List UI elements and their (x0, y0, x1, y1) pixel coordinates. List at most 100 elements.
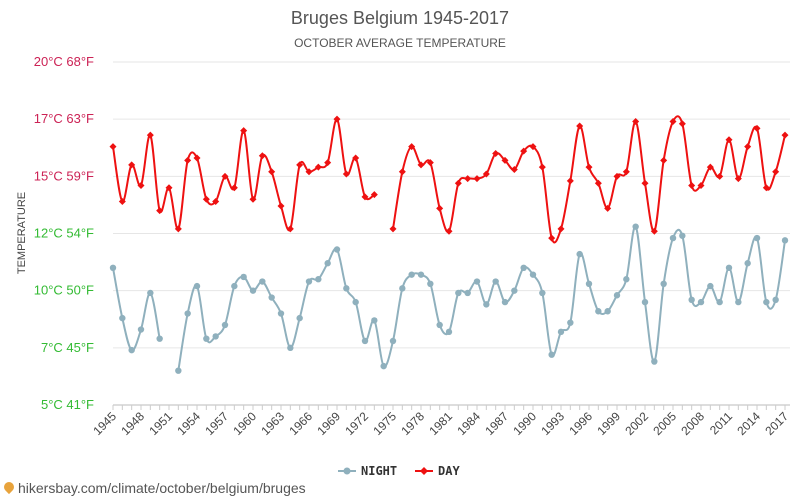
data-point (380, 362, 387, 370)
data-point (464, 175, 472, 183)
data-point (119, 314, 126, 322)
data-point (249, 195, 257, 203)
data-point (426, 159, 434, 167)
data-point (781, 131, 789, 139)
data-point (399, 285, 406, 292)
data-point (454, 179, 462, 187)
data-point (557, 225, 565, 233)
data-point (389, 337, 397, 345)
legend[interactable]: NIGHT DAY (338, 464, 460, 478)
data-point (772, 296, 779, 304)
data-point (128, 161, 136, 169)
data-point (641, 298, 649, 306)
data-point (212, 197, 220, 205)
x-tick-label: 1954 (174, 409, 203, 438)
data-point (296, 314, 303, 322)
data-point (753, 124, 761, 132)
data-point (604, 308, 611, 315)
data-point (688, 296, 695, 304)
data-point (343, 285, 350, 292)
location-pin-icon (1, 479, 17, 495)
series (109, 115, 789, 374)
data-point (464, 289, 471, 297)
data-point (576, 122, 584, 130)
legend-item-night[interactable]: NIGHT (338, 464, 397, 478)
data-point (249, 287, 257, 294)
data-point (501, 298, 509, 306)
data-point (445, 328, 453, 336)
data-point (258, 152, 266, 160)
data-point (566, 177, 574, 185)
series-line (112, 267, 161, 352)
data-point (277, 202, 285, 210)
data-point (669, 234, 677, 242)
data-point (174, 225, 182, 233)
data-point (277, 310, 285, 317)
data-point (109, 264, 117, 271)
data-point (230, 184, 238, 192)
data-point (716, 298, 723, 306)
data-point (333, 115, 341, 123)
data-point (286, 225, 294, 233)
data-point (632, 223, 639, 230)
data-point (202, 195, 210, 203)
data-point (762, 184, 770, 192)
data-point (763, 298, 770, 306)
data-point (707, 282, 714, 290)
data-point (417, 161, 425, 169)
data-point (492, 278, 499, 285)
data-point (781, 237, 789, 244)
y-tick-label: 20°C 68°F (34, 54, 94, 69)
legend-item-day[interactable]: DAY (415, 464, 460, 478)
y-tick-label: 7°C 45°F (41, 340, 94, 355)
data-point (175, 367, 182, 374)
data-point (137, 181, 145, 189)
data-point (315, 276, 322, 283)
series-line (392, 115, 786, 244)
data-point (613, 292, 621, 299)
data-point (146, 131, 154, 139)
credit-link[interactable]: hikersbay.com/climate/october/belgium/br… (1, 479, 306, 496)
data-point (305, 168, 313, 176)
data-point (594, 179, 602, 187)
x-tick-label: 1972 (342, 409, 371, 438)
data-point (333, 246, 341, 253)
x-tick-label: 2002 (622, 409, 651, 438)
data-point (595, 308, 602, 315)
data-point (613, 172, 621, 180)
data-point (548, 234, 556, 242)
data-point (165, 184, 173, 192)
data-point (417, 271, 425, 278)
data-point (240, 273, 247, 281)
data-point (398, 168, 406, 176)
y-axis: 5°C 41°F 7°C 45°F 10°C 50°F 12°C 54°F 15°C 5… (34, 54, 94, 412)
data-point (529, 271, 537, 278)
data-point (650, 227, 658, 235)
data-point (641, 179, 649, 187)
data-point (473, 278, 481, 285)
x-tick-label: 1978 (398, 409, 427, 438)
x-tick-label: 1957 (202, 409, 231, 438)
data-point (212, 333, 219, 340)
data-point (706, 163, 714, 171)
data-point (305, 278, 313, 285)
data-point (221, 172, 229, 180)
data-point (408, 271, 415, 278)
data-point (651, 358, 658, 365)
data-point (268, 294, 275, 301)
y-tick-label: 5°C 41°F (41, 397, 94, 412)
x-axis: 1945 1948 1951 1954 1957 1960 1963 1966 1969 1972… (90, 405, 791, 438)
data-point (501, 156, 509, 164)
data-point (697, 181, 705, 189)
x-tick-label: 1963 (258, 409, 287, 438)
data-point (118, 197, 126, 205)
data-point (539, 289, 546, 297)
x-tick-label: 1996 (566, 409, 595, 438)
data-point (753, 234, 761, 242)
data-point (483, 301, 490, 308)
x-tick-label: 1993 (538, 409, 567, 438)
data-point (342, 170, 350, 178)
x-tick-label: 2005 (650, 409, 679, 438)
x-tick-label: 1960 (230, 409, 259, 438)
